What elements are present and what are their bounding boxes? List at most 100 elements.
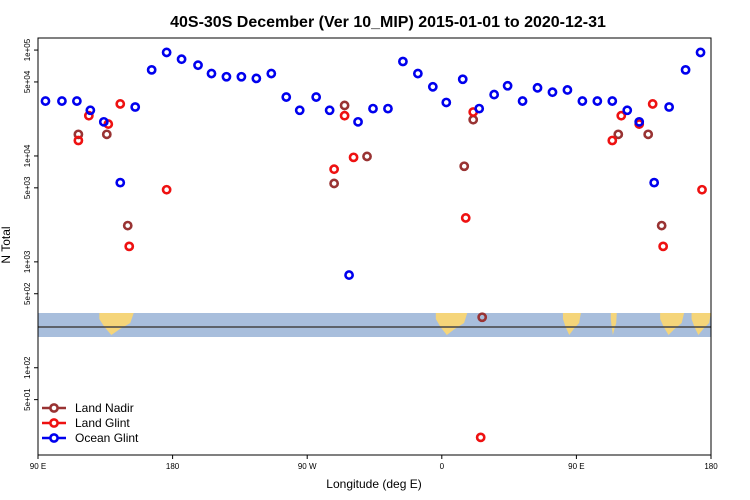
ocean-glint-legend-label: Ocean Glint bbox=[75, 431, 139, 445]
ocean-glint-point bbox=[634, 116, 645, 127]
y-tick-label: 5e+02 bbox=[23, 282, 32, 305]
land-nadir-point bbox=[101, 129, 112, 140]
land-glint-point bbox=[161, 184, 172, 195]
y-tick-label: 1e+03 bbox=[23, 250, 32, 273]
land-glint-point bbox=[647, 99, 658, 109]
x-tick-label: 180 bbox=[704, 462, 718, 471]
ocean-glint-point bbox=[368, 103, 378, 114]
land-nadir-legend-marker bbox=[49, 403, 59, 413]
land-glint-point bbox=[607, 135, 618, 146]
land-glint-point bbox=[475, 432, 486, 443]
ocean-glint-point bbox=[412, 68, 423, 79]
land-nadir-point bbox=[656, 220, 667, 231]
x-axis: 90 E 180 90 W 0 90 E 180 bbox=[30, 455, 718, 471]
land-nadir-point bbox=[468, 114, 479, 125]
ocean-glint-point bbox=[649, 177, 660, 188]
land-glint-point bbox=[658, 241, 669, 252]
ocean-glint-point bbox=[517, 96, 528, 106]
land-mass bbox=[435, 313, 468, 335]
ocean-glint-point bbox=[457, 74, 468, 85]
ocean-glint-point bbox=[130, 102, 141, 112]
land-nadir-point bbox=[339, 100, 350, 111]
y-axis: 5e+01 1e+02 5e+02 1e+03 5e+03 1e+04 5e+04 1e+05 bbox=[23, 38, 38, 411]
ocean-glint-point bbox=[193, 60, 203, 71]
ocean-glint-point bbox=[577, 96, 588, 106]
ocean-glint-point bbox=[40, 96, 51, 106]
ocean-glint-point bbox=[622, 105, 633, 116]
ocean-glint-point bbox=[146, 64, 157, 75]
ocean-glint-point bbox=[398, 56, 408, 67]
ocean-glint-legend-marker bbox=[49, 433, 59, 443]
ocean-glint-point bbox=[427, 81, 438, 92]
ocean-glint-point bbox=[176, 54, 187, 65]
land-mass bbox=[562, 313, 581, 335]
x-tick-label: 90 W bbox=[298, 462, 317, 471]
land-nadir-point bbox=[459, 161, 470, 172]
y-tick-label: 5e+01 bbox=[23, 388, 32, 411]
land-nadir-point bbox=[362, 151, 372, 162]
land-glint-point bbox=[73, 135, 84, 146]
land-nadir-point bbox=[613, 129, 624, 140]
land-glint-point bbox=[460, 213, 471, 223]
y-axis-label: N Total bbox=[0, 226, 13, 263]
ocean-glint-point bbox=[206, 68, 217, 79]
land-glint-point bbox=[339, 110, 350, 121]
ocean-glint-point bbox=[85, 105, 96, 116]
land-mass bbox=[99, 313, 134, 335]
ocean-glint-point bbox=[441, 97, 452, 108]
land-glint-legend-label: Land Glint bbox=[75, 416, 130, 430]
land-glint-point bbox=[115, 99, 126, 109]
land-nadir-point bbox=[122, 220, 133, 231]
land-nadir-point bbox=[643, 129, 654, 140]
ocean-glint-point bbox=[383, 103, 393, 114]
ocean-glint-point bbox=[502, 80, 513, 91]
ocean-glint-point bbox=[695, 47, 706, 58]
y-tick-label: 5e+04 bbox=[23, 70, 32, 93]
ocean-glint-point bbox=[607, 96, 618, 106]
y-tick-label: 1e+05 bbox=[23, 38, 32, 61]
land-nadir-point bbox=[477, 312, 488, 323]
ocean-glint-point bbox=[324, 105, 335, 116]
ocean-glint-point bbox=[294, 105, 305, 116]
ocean-glint-point bbox=[474, 103, 485, 114]
land-glint-point bbox=[124, 241, 135, 252]
ocean-glint-point bbox=[311, 92, 322, 102]
land-nadir-legend-label: Land Nadir bbox=[75, 401, 134, 415]
land-mass bbox=[660, 313, 685, 335]
ocean-glint-point bbox=[71, 96, 82, 106]
land-mass bbox=[610, 313, 617, 335]
ocean-glint-point bbox=[592, 96, 603, 106]
ocean-glint-point bbox=[266, 68, 277, 79]
ocean-band bbox=[38, 313, 711, 337]
land-mass bbox=[691, 313, 711, 335]
plot-area bbox=[37, 37, 712, 456]
land-glint-point bbox=[83, 110, 94, 121]
ocean-glint-point bbox=[281, 92, 292, 102]
y-tick-label: 1e+02 bbox=[23, 356, 32, 379]
ocean-glint-point bbox=[161, 47, 172, 58]
x-tick-label: 180 bbox=[166, 462, 180, 471]
x-tick-label: 90 E bbox=[30, 462, 46, 471]
ocean-glint-point bbox=[98, 116, 109, 127]
ocean-glint-point bbox=[532, 82, 543, 93]
ocean-glint-point bbox=[221, 71, 232, 82]
ocean-glint-point bbox=[344, 270, 354, 280]
land-glint-point bbox=[348, 152, 359, 163]
land-glint-point bbox=[697, 184, 707, 195]
land-map-strip bbox=[38, 313, 711, 337]
ocean-glint-point bbox=[57, 96, 67, 106]
ocean-glint-point bbox=[236, 71, 247, 82]
land-glint-point bbox=[616, 110, 627, 121]
x-axis-label: Longitude (deg E) bbox=[326, 477, 421, 491]
ocean-glint-point bbox=[115, 177, 126, 188]
x-tick-label: 0 bbox=[440, 462, 445, 471]
data-points bbox=[40, 47, 707, 443]
ocean-glint-point bbox=[680, 64, 691, 75]
ocean-glint-point bbox=[664, 102, 675, 112]
ocean-glint-point bbox=[562, 85, 573, 95]
land-glint-point bbox=[329, 164, 340, 175]
y-tick-label: 5e+03 bbox=[23, 176, 32, 199]
ocean-glint-point bbox=[489, 89, 500, 100]
